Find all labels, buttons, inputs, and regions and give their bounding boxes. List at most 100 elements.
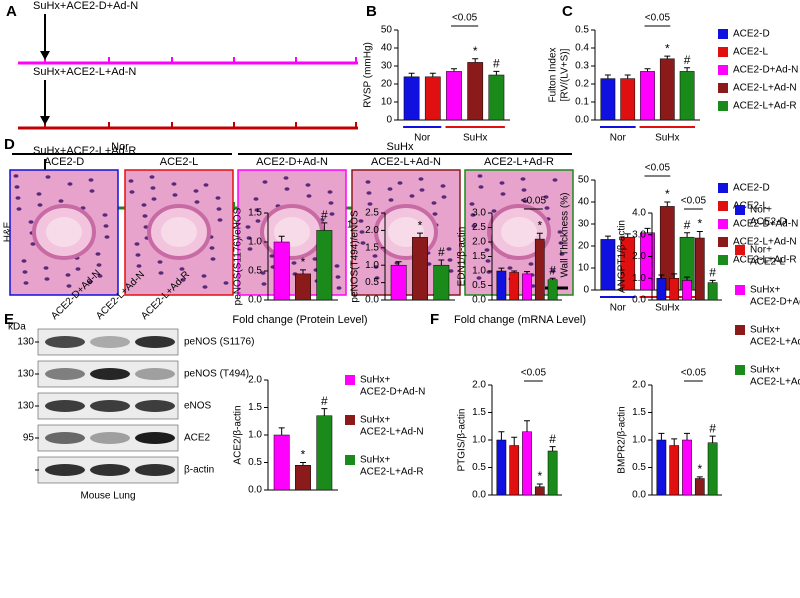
y-tick-label: 0.5 [248, 266, 262, 277]
bar [659, 58, 675, 121]
nucleus [484, 248, 490, 252]
bar [640, 71, 655, 121]
error-bar [278, 235, 285, 242]
nucleus [328, 201, 334, 205]
legend-label: ACE2-L+Ad-N [733, 237, 797, 248]
nucleus [171, 182, 177, 186]
bar [694, 237, 705, 301]
timeline-label: SuHx+ACE2-L+Ad-N [33, 66, 136, 78]
error-bar [408, 72, 415, 77]
y-tick-label: 2.0 [632, 380, 646, 391]
legend-swatch [345, 415, 355, 425]
bar [295, 465, 311, 491]
error-bar [696, 476, 703, 479]
mw-label: 95 [23, 433, 35, 444]
nucleus [247, 247, 253, 251]
legend-label: ACE2-D+Ad-N [750, 297, 800, 308]
nucleus [477, 174, 483, 178]
panel-label: ACE2-D [44, 156, 84, 168]
bar [656, 439, 667, 496]
y-tick-label: 20 [381, 79, 393, 90]
y-axis-label: RVSP (mmHg) [363, 42, 374, 108]
y-tick-label: 0.0 [472, 295, 486, 306]
nucleus [149, 175, 155, 179]
nucleus [134, 242, 140, 246]
legend-swatch [718, 29, 728, 39]
bar [600, 239, 616, 291]
bar [534, 238, 545, 301]
y-tick-label: 0.5 [472, 280, 486, 291]
nucleus [312, 257, 318, 261]
y-tick-label: 0 [583, 285, 589, 296]
y-tick-label: 30 [381, 61, 393, 72]
error-bar [684, 232, 691, 238]
panel-letter: D [4, 136, 15, 153]
panel-label: ACE2-L+Ad-N [371, 156, 441, 168]
nucleus [135, 253, 141, 257]
bracket-label: <0.05 [521, 196, 547, 207]
nucleus [141, 203, 147, 207]
y-tick-label: 10 [578, 263, 590, 274]
significance-marker: # [684, 53, 691, 67]
bracket-label: <0.05 [681, 196, 707, 207]
nucleus [558, 241, 564, 245]
nucleus [447, 258, 453, 262]
legend-swatch [718, 101, 728, 111]
nucleus [14, 185, 20, 189]
legend-swatch [345, 375, 355, 385]
significance-marker: # [684, 218, 691, 232]
nucleus [305, 183, 311, 187]
significance-marker: # [709, 266, 716, 280]
bar [412, 237, 428, 301]
panel-letter: B [366, 3, 377, 20]
error-bar [536, 483, 543, 487]
y-tick-label: 3.0 [472, 208, 486, 219]
group-label: SuHx [387, 141, 414, 153]
bar [316, 415, 333, 491]
nucleus [283, 176, 289, 180]
y-axis-label: PTGIS/β-actin [457, 409, 468, 472]
nucleus [521, 188, 527, 192]
legend-swatch [735, 365, 745, 375]
blot-band [45, 432, 85, 444]
bar [679, 71, 695, 121]
band-label: eNOS [184, 401, 212, 412]
band-label: ACE2 [184, 433, 211, 444]
bar [682, 280, 692, 301]
legend-swatch [718, 65, 728, 75]
nucleus [216, 207, 222, 211]
vessel-lumen [501, 217, 537, 247]
panel-letter: A [6, 3, 17, 20]
error-bar [493, 70, 500, 75]
nucleus [373, 265, 379, 269]
y-tick-label: 3.0 [632, 229, 646, 240]
y-tick-label: 0.5 [472, 462, 486, 473]
blot-band [135, 432, 175, 444]
nucleus [21, 259, 27, 263]
vessel-lumen [274, 217, 310, 247]
nucleus [440, 184, 446, 188]
y-tick-label: 4.0 [632, 208, 646, 219]
nucleus [215, 196, 221, 200]
nucleus [223, 281, 229, 285]
nucleus [291, 261, 297, 265]
legend-swatch [345, 455, 355, 465]
error-bar [417, 232, 423, 238]
panel-label: ACE2-L [160, 156, 199, 168]
nucleus [471, 224, 477, 228]
blot-band [90, 464, 130, 476]
legend-label: SuHx+ [750, 285, 780, 296]
legend-label: ACE2-D [733, 183, 770, 194]
nucleus [180, 278, 186, 282]
error-bar [429, 72, 436, 77]
error-bar [321, 408, 328, 416]
nucleus [22, 270, 28, 274]
mw-label: 130 [17, 401, 34, 412]
y-tick-label: 2.0 [365, 225, 379, 236]
nucleus [478, 185, 484, 189]
nucleus [550, 269, 556, 273]
nucleus [96, 263, 102, 267]
nucleus [43, 266, 49, 270]
band-label: peNOS (S1176) [184, 337, 254, 348]
y-tick-label: 0.0 [248, 485, 262, 496]
